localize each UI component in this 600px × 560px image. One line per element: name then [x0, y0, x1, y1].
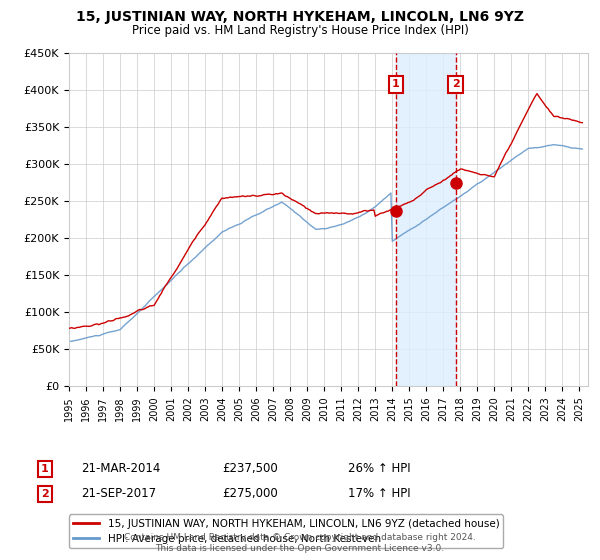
Text: 1: 1 [392, 80, 400, 89]
Text: 15, JUSTINIAN WAY, NORTH HYKEHAM, LINCOLN, LN6 9YZ: 15, JUSTINIAN WAY, NORTH HYKEHAM, LINCOL… [76, 10, 524, 24]
Text: 21-SEP-2017: 21-SEP-2017 [81, 487, 156, 501]
Text: Price paid vs. HM Land Registry's House Price Index (HPI): Price paid vs. HM Land Registry's House … [131, 24, 469, 37]
Text: 2: 2 [452, 80, 460, 89]
Legend: 15, JUSTINIAN WAY, NORTH HYKEHAM, LINCOLN, LN6 9YZ (detached house), HPI: Averag: 15, JUSTINIAN WAY, NORTH HYKEHAM, LINCOL… [69, 515, 503, 548]
Bar [396, 53, 455, 386]
Text: 17% ↑ HPI: 17% ↑ HPI [348, 487, 410, 501]
Text: £237,500: £237,500 [222, 462, 278, 475]
Text: 21-MAR-2014: 21-MAR-2014 [81, 462, 160, 475]
Text: Contains HM Land Registry data © Crown copyright and database right 2024.
This d: Contains HM Land Registry data © Crown c… [124, 533, 476, 553]
Text: 2: 2 [41, 489, 49, 499]
Text: 1: 1 [41, 464, 49, 474]
Text: £275,000: £275,000 [222, 487, 278, 501]
Text: 26% ↑ HPI: 26% ↑ HPI [348, 462, 410, 475]
